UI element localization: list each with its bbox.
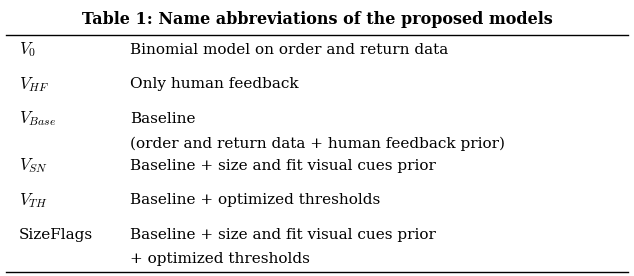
Text: Binomial model on order and return data: Binomial model on order and return data [130, 43, 448, 57]
Text: (order and return data + human feedback prior): (order and return data + human feedback … [130, 136, 505, 151]
Text: $V_0$: $V_0$ [19, 40, 36, 59]
Text: Baseline: Baseline [130, 112, 195, 126]
Text: $V_{Base}$: $V_{Base}$ [19, 109, 56, 128]
Text: $V_{HF}$: $V_{HF}$ [19, 75, 49, 94]
Text: + optimized thresholds: + optimized thresholds [130, 253, 310, 266]
Text: Baseline + optimized thresholds: Baseline + optimized thresholds [130, 193, 380, 207]
Text: SizeFlags: SizeFlags [19, 228, 93, 242]
Text: Only human feedback: Only human feedback [130, 77, 299, 91]
Text: $V_{TH}$: $V_{TH}$ [19, 191, 48, 209]
Text: Baseline + size and fit visual cues prior: Baseline + size and fit visual cues prio… [130, 159, 436, 172]
Text: Table 1: Name abbreviations of the proposed models: Table 1: Name abbreviations of the propo… [82, 11, 552, 28]
Text: Baseline + size and fit visual cues prior: Baseline + size and fit visual cues prio… [130, 228, 436, 242]
Text: $V_{SN}$: $V_{SN}$ [19, 156, 48, 175]
